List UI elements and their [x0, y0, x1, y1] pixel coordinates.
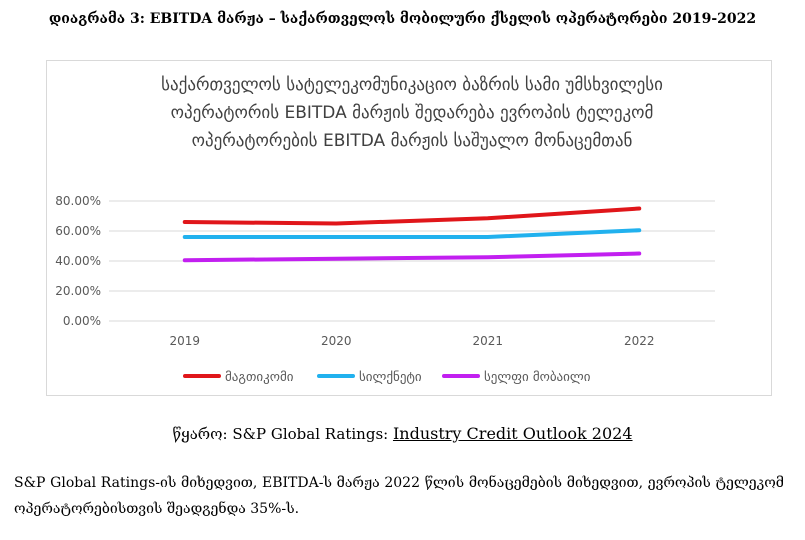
source-link[interactable]: Industry Credit Outlook 2024 [392, 424, 633, 443]
chart-title: საქართველოს სატელეკომუნიკაციო ბაზრის სამ… [161, 75, 663, 151]
line-chart: 0.00% 20.00% 40.00% 60.00% 80.00% 2019 2020 202… [55, 194, 715, 385]
source-org: S&P Global Ratings: [232, 425, 393, 443]
series-line [182, 228, 642, 239]
series-line [182, 206, 642, 226]
x-tick-label: 2021 [472, 334, 503, 348]
y-tick-label: 0.00% [63, 314, 101, 328]
legend-label: სილქნეტი [359, 370, 422, 385]
source-label: წყარო: [172, 425, 233, 443]
figure-caption: დიაგრამა 3: EBITDA მარჟა – საქართველოს მ… [48, 11, 757, 27]
x-tick-label: 2019 [169, 334, 200, 348]
chart-container: საქართველოს სატელეკომუნიკაციო ბაზრის სამ… [46, 60, 772, 396]
legend-label: სელფი მობაილი [484, 370, 591, 385]
y-tick-label: 60.00% [55, 224, 101, 238]
body-paragraph: S&P Global Ratings-ის მიხედვით, EBITDA-ს… [14, 475, 784, 517]
series-line [182, 251, 642, 263]
y-tick-label: 80.00% [55, 194, 101, 208]
y-tick-label: 20.00% [55, 284, 101, 298]
x-tick-label: 2020 [321, 334, 352, 348]
y-tick-label: 40.00% [55, 254, 101, 268]
source-line: წყარო: S&P Global Ratings: Industry Cred… [0, 424, 805, 443]
x-tick-label: 2022 [624, 334, 655, 348]
legend-label: მაგთიკომი [225, 370, 294, 385]
